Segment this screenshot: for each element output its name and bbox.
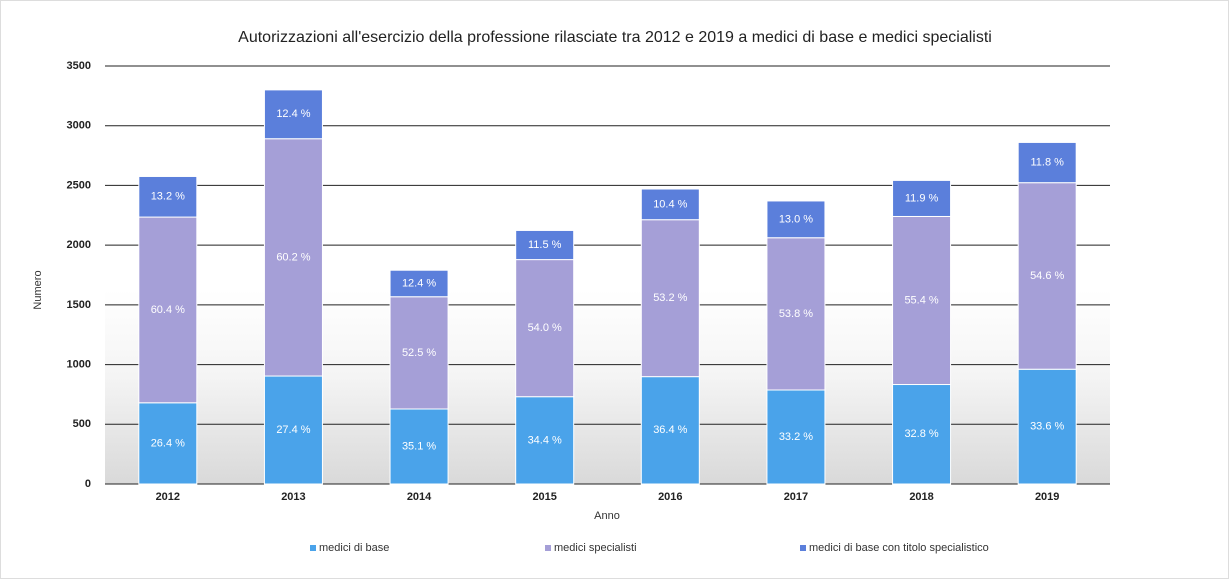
segment-label: 10.4 %: [653, 198, 687, 210]
bar-segment: [138, 175, 198, 218]
segment-label: 53.2 %: [653, 292, 687, 304]
segment-label: 55.4 %: [904, 294, 938, 306]
bar-segment: [263, 89, 323, 140]
y-tick-label: 1500: [67, 299, 91, 311]
bar-segment: [389, 296, 449, 410]
segment-label: 26.4 %: [151, 437, 185, 449]
y-tick-label: 2000: [67, 239, 91, 251]
y-tick-label: 1000: [67, 358, 91, 370]
x-tick-label: 2013: [281, 491, 305, 503]
chart-title: Autorizzazioni all'esercizio della profe…: [238, 29, 992, 46]
y-tick-label: 0: [85, 478, 91, 490]
bar-segment: [515, 259, 575, 398]
bar-segment: [766, 237, 826, 391]
bar-segment: [389, 269, 449, 298]
legend-swatch: [800, 545, 806, 551]
y-tick-label: 2500: [67, 179, 91, 191]
segment-label: 53.8 %: [779, 308, 813, 320]
legend-label: medici di base: [319, 542, 389, 554]
segment-label: 12.4 %: [276, 108, 310, 120]
x-tick-label: 2016: [658, 491, 682, 503]
segment-label: 13.0 %: [779, 213, 813, 225]
legend-label: medici specialisti: [554, 542, 637, 554]
segment-label: 60.4 %: [151, 304, 185, 316]
x-axis-label: Anno: [594, 510, 620, 522]
segment-label: 11.9 %: [905, 192, 939, 204]
segment-label: 11.5 %: [528, 239, 562, 251]
bar-segment: [389, 408, 449, 485]
bar-segment: [138, 402, 198, 485]
segment-label: 52.5 %: [402, 347, 436, 359]
bar-segment: [515, 396, 575, 485]
legend-label: medici di base con titolo specialistico: [809, 542, 989, 554]
bar-segment: [515, 229, 575, 261]
bar-segment: [640, 188, 700, 221]
y-axis-label: Numero: [32, 270, 44, 309]
bar-segment: [640, 219, 700, 378]
bar-segment: [892, 384, 952, 485]
segment-label: 32.8 %: [904, 428, 938, 440]
segment-label: 12.4 %: [402, 277, 436, 289]
segment-label: 34.4 %: [528, 434, 562, 446]
x-tick-label: 2015: [532, 491, 556, 503]
bar-segment: [1017, 141, 1077, 184]
bar-segment: [1017, 182, 1077, 370]
bar-segment: [892, 215, 952, 386]
segment-label: 33.6 %: [1030, 421, 1064, 433]
legend-swatch: [310, 545, 316, 551]
segment-label: 36.4 %: [653, 424, 687, 436]
segment-label: 54.6 %: [1030, 270, 1064, 282]
segment-label: 60.2 %: [276, 251, 310, 263]
bar-segment: [138, 216, 198, 404]
segment-label: 33.2 %: [779, 431, 813, 443]
segment-label: 35.1 %: [402, 440, 436, 452]
bar-segment: [766, 200, 826, 239]
segment-label: 11.8 %: [1030, 156, 1064, 168]
plot-background: [105, 290, 1110, 484]
segment-label: 13.2 %: [151, 191, 185, 203]
bar-segment: [263, 375, 323, 485]
y-tick-label: 3000: [67, 120, 91, 132]
y-tick-label: 500: [73, 418, 91, 430]
x-tick-label: 2012: [156, 491, 180, 503]
y-tick-label: 3500: [67, 60, 91, 72]
bar-segment: [892, 179, 952, 217]
bar-segment: [1017, 368, 1077, 485]
segment-label: 54.0 %: [528, 322, 562, 334]
bar-segment: [766, 389, 826, 485]
x-tick-label: 2019: [1035, 491, 1059, 503]
x-tick-label: 2018: [909, 491, 933, 503]
x-tick-label: 2017: [784, 491, 808, 503]
legend-swatch: [545, 545, 551, 551]
x-tick-label: 2014: [407, 491, 432, 503]
segment-label: 27.4 %: [276, 424, 310, 436]
